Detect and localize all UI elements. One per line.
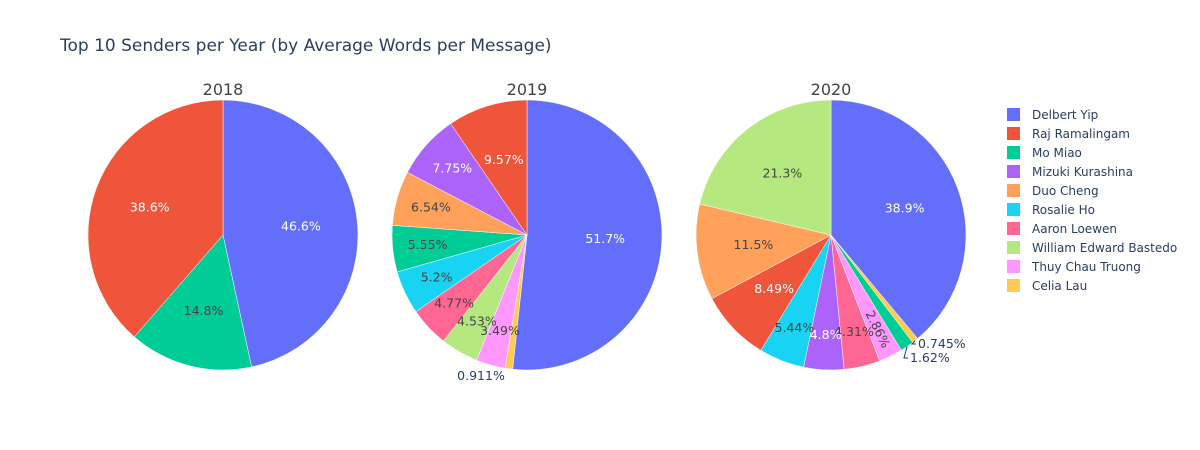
slice-label-2020-delbert-yip: 38.9% [885,200,925,215]
legend-label: Aaron Loewen [1032,222,1117,236]
slice-label-2020-duo-cheng: 11.5% [734,237,774,252]
slice-label-2019-thuy-chau-truong: 3.49% [480,323,520,338]
legend-swatch [1007,165,1020,178]
legend-swatch [1007,241,1020,254]
slice-label-2020-celia-lau: 0.745% [918,336,966,351]
legend-label: Thuy Chau Truong [1031,260,1141,274]
legend-label: Rosalie Ho [1032,203,1095,217]
slice-label-2019-mizuki-kurashina: 7.75% [432,161,472,176]
legend-item-mizuki-kurashina[interactable]: Mizuki Kurashina [1007,165,1133,179]
legend-label: Raj Ramalingam [1032,127,1130,141]
legend-item-duo-cheng[interactable]: Duo Cheng [1007,184,1099,198]
pie-slice-2018-mo-miao[interactable] [134,234,252,371]
legend-swatch [1007,260,1020,273]
slice-label-2020-rosalie-ho: 5.44% [775,320,815,335]
legend-item-william-edward-bastedo[interactable]: William Edward Bastedo [1007,241,1177,255]
legend-item-celia-lau[interactable]: Celia Lau [1007,279,1087,293]
slice-label-2020-mizuki-kurashina: 4.8% [810,327,842,342]
pie-subtitle-2019: 2019 [507,80,548,99]
slice-label-2018-mo-miao: 14.8% [184,303,224,318]
legend-label: William Edward Bastedo [1032,241,1177,255]
pie-slice-2019-delbert-yip[interactable] [512,99,663,371]
slice-label-2020-mo-miao: 1.62% [910,350,950,365]
slice-label-2018-delbert-yip: 46.6% [281,219,321,234]
legend-item-thuy-chau-truong[interactable]: Thuy Chau Truong [1007,260,1141,274]
legend-swatch [1007,222,1020,235]
legend-label: Duo Cheng [1032,184,1099,198]
chart-title: Top 10 Senders per Year (by Average Word… [59,36,552,56]
legend-label: Mo Miao [1032,146,1082,160]
pie-2020: 2020 38.9%0.745%1.62%2.86%4.31%4.8%5.44%… [695,80,967,371]
label-leader-line [903,346,908,359]
legend-item-delbert-yip[interactable]: Delbert Yip [1007,108,1098,122]
legend-swatch [1007,203,1020,216]
legend-item-aaron-loewen[interactable]: Aaron Loewen [1007,222,1117,236]
legend-swatch [1007,184,1020,197]
slice-label-2019-delbert-yip: 51.7% [585,231,625,246]
slice-label-2019-raj-ramalingam: 9.57% [484,152,524,167]
slice-label-2019-william-edward-bastedo: 4.53% [457,313,497,328]
pie-subtitle-2020: 2020 [811,80,852,99]
pie-slice-2019-raj-ramalingam[interactable] [450,99,528,236]
pie-slice-2020-delbert-yip[interactable] [830,99,967,339]
pie-slice-2018-delbert-yip[interactable] [222,99,359,368]
legend-swatch [1007,146,1020,159]
pie-slice-2020-william-edward-bastedo[interactable] [699,99,832,236]
pie-slice-2020-duo-cheng[interactable] [695,203,832,299]
slice-label-2020-william-edward-bastedo: 21.3% [763,166,803,181]
slice-label-2019-celia-lau: 0.911% [457,368,505,383]
slice-label-2019-rosalie-ho: 5.2% [421,270,453,285]
legend-label: Delbert Yip [1032,108,1098,122]
legend-item-raj-ramalingam[interactable]: Raj Ramalingam [1007,127,1130,141]
legend-swatch [1007,279,1020,292]
slice-label-2018-raj-ramalingam: 38.6% [130,200,170,215]
legend-item-mo-miao[interactable]: Mo Miao [1007,146,1082,160]
slice-label-2020-raj-ramalingam: 8.49% [754,281,794,296]
legend-label: Celia Lau [1032,279,1087,293]
pie-subtitle-2018: 2018 [203,80,244,99]
pie-slice-2018-raj-ramalingam[interactable] [87,99,224,338]
slice-label-2019-duo-cheng: 6.54% [411,200,451,215]
legend-swatch [1007,108,1020,121]
legend-swatch [1007,127,1020,140]
slice-label-2019-mo-miao: 5.55% [408,237,448,252]
pie-2019: 2019 51.7% 0.911% 3.49%4.53% 4.77% 5.2% 5.55%… [391,80,663,383]
slice-label-2019-aaron-loewen: 4.77% [434,295,474,310]
label-leader-line [910,340,916,345]
legend-label: Mizuki Kurashina [1032,165,1133,179]
chart-legend: Delbert Yip Raj Ramalingam Mo Miao Mizuki K… [1007,108,1177,293]
slice-label-2020-aaron-loewen: 4.31% [834,324,874,339]
pie-2018: 2018 46.6% 14.8% 38.6% [87,80,359,371]
legend-item-rosalie-ho[interactable]: Rosalie Ho [1007,203,1095,217]
